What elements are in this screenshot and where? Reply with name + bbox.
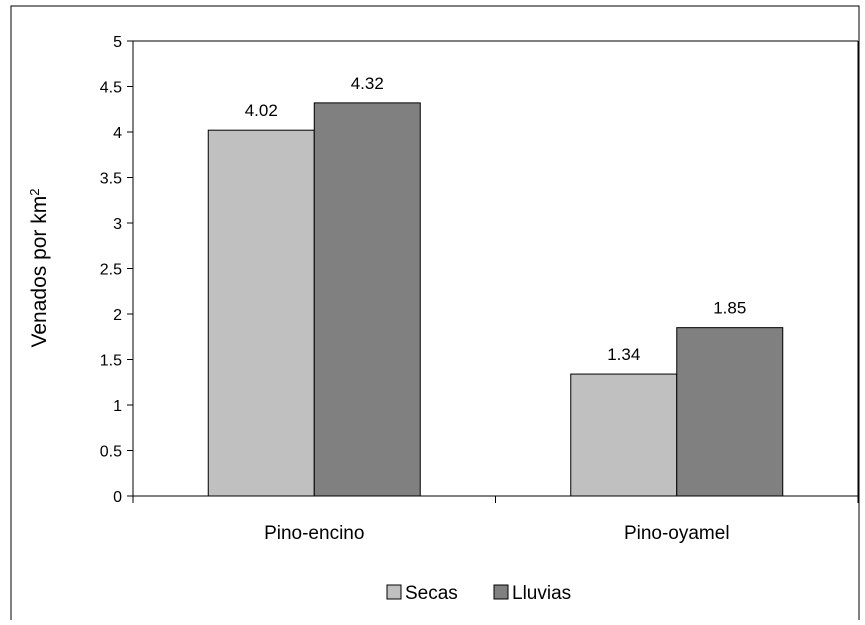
chart-border xyxy=(10,5,860,620)
legend-label-lluvias: Lluvias xyxy=(512,583,571,604)
y-tick-label: 2.5 xyxy=(100,262,122,279)
y-tick-label: 2 xyxy=(113,307,122,324)
y-tick-label: 3 xyxy=(113,216,122,233)
y-axis-title-text: Venados por km xyxy=(28,196,51,348)
y-axis-title: Venados por km2 xyxy=(27,189,52,348)
bar-lluvias-pino-encino xyxy=(313,102,421,497)
bar-secas-pino-encino xyxy=(207,129,315,497)
legend-swatch-lluvias xyxy=(493,584,509,600)
data-label: 4.02 xyxy=(245,101,278,120)
y-tick-label: 4.5 xyxy=(100,80,122,97)
legend-label-secas: Secas xyxy=(405,583,458,604)
data-label: 1.85 xyxy=(713,299,746,318)
legend: Secas Lluvias xyxy=(386,583,571,604)
y-tick-label: 1.5 xyxy=(100,353,122,370)
data-label: 4.32 xyxy=(351,74,384,93)
y-tick-label: 4 xyxy=(113,125,122,142)
bar-lluvias-pino-oyamel xyxy=(676,327,784,497)
y-axis-title-superscript: 2 xyxy=(27,189,42,196)
x-category-label: Pino-encino xyxy=(264,523,364,544)
y-tick-label: 3.5 xyxy=(100,171,122,188)
legend-swatch-secas xyxy=(386,584,402,600)
y-tick-label: 5 xyxy=(113,34,122,51)
y-tick-label: 0.5 xyxy=(100,444,122,461)
y-tick-label: 1 xyxy=(113,398,122,415)
x-category-label: Pino-oyamel xyxy=(624,523,730,544)
bar-secas-pino-oyamel xyxy=(570,373,678,497)
y-tick-label: 0 xyxy=(113,489,122,506)
data-label: 1.34 xyxy=(607,345,640,364)
